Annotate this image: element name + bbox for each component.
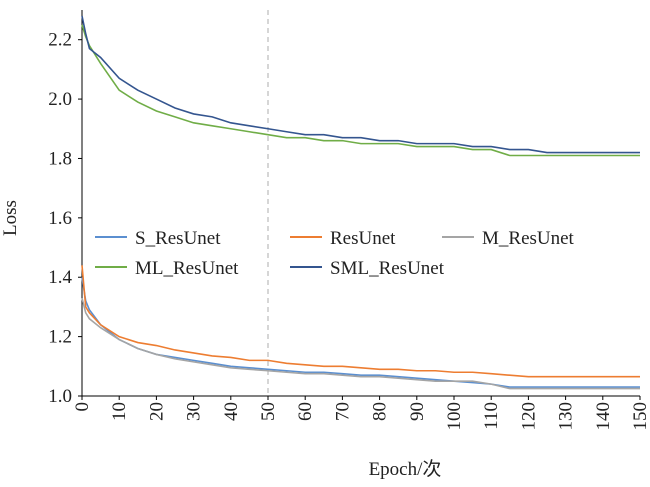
legend-label: SML_ResUnet — [330, 258, 445, 279]
x-tick-label: 70 — [332, 402, 353, 421]
y-tick-label: 2.2 — [48, 30, 72, 51]
series-line — [81, 24, 640, 157]
x-tick-label: 140 — [593, 402, 614, 431]
series-line — [81, 297, 640, 390]
series-line — [81, 277, 640, 388]
x-tick-label: 0 — [72, 402, 93, 412]
x-tick-label: 40 — [221, 402, 242, 421]
y-tick-label: 1.8 — [48, 148, 72, 169]
x-tick-label: 30 — [184, 402, 205, 421]
y-tick-label: 1.0 — [48, 386, 72, 407]
y-tick-label: 1.6 — [48, 208, 72, 229]
legend-label: M_ResUnet — [482, 228, 575, 249]
y-tick-label: 2.0 — [48, 89, 72, 110]
x-tick-label: 150 — [630, 402, 650, 431]
x-tick-label: 120 — [518, 402, 539, 431]
x-tick-label: 60 — [295, 402, 316, 421]
x-tick-label: 130 — [556, 402, 577, 431]
x-tick-label: 20 — [146, 402, 167, 421]
x-axis-label: Epoch/次 — [369, 458, 442, 480]
series-line — [81, 15, 640, 154]
y-tick-label: 1.4 — [48, 267, 72, 288]
x-tick-label: 100 — [444, 402, 465, 431]
legend-label: ResUnet — [330, 228, 396, 249]
y-tick-label: 1.2 — [48, 327, 72, 348]
x-tick-label: 10 — [109, 402, 130, 421]
legend-label: ML_ResUnet — [135, 258, 239, 279]
x-tick-label: 110 — [481, 402, 502, 430]
x-tick-label: 90 — [407, 402, 428, 421]
x-tick-label: 80 — [370, 402, 391, 421]
series-line — [81, 265, 640, 378]
x-tick-label: 50 — [258, 402, 279, 421]
legend-label: S_ResUnet — [135, 228, 221, 249]
y-axis-label: Loss — [0, 200, 21, 236]
